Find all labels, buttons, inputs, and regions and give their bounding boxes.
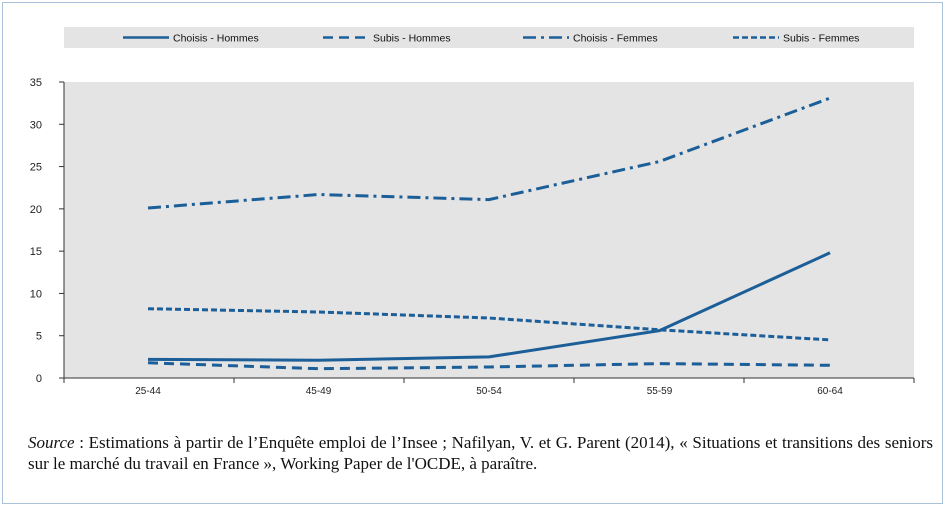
y-tick-label: 10 [30,288,42,300]
line-chart: Choisis - Hommes Subis - Hommes Choisis - … [30,27,915,397]
legend-label-subis-hommes: Subis - Hommes [373,33,451,45]
series-layer [147,96,831,371]
legend-label-choisis-femmes: Choisis - Femmes [573,33,658,45]
plot-area [64,82,914,378]
series-line-subis-femmes [147,307,831,342]
series-line-choisis-hommes [147,251,831,362]
series-line-subis-hommes [147,361,831,371]
x-tick-label: 45-49 [306,386,332,397]
x-axis: 25-44 45-49 50-54 55-59 60-64 [63,377,915,397]
source-note: Source : Estimations à partir de l’Enquê… [28,432,933,474]
series-line-choisis-femmes [147,96,831,210]
x-tick-label: 60-64 [817,386,843,397]
y-tick-label: 30 [30,119,42,131]
legend-label-choisis-hommes: Choisis - Hommes [173,33,259,45]
x-tick-label: 50-54 [476,386,502,397]
chart-legend: Choisis - Hommes Subis - Hommes Choisis - … [123,33,859,45]
x-tick-label: 25-44 [135,386,161,397]
y-axis: 0 5 10 15 20 25 30 35 [30,77,65,385]
y-tick-label: 20 [30,204,42,216]
legend-band [64,27,914,48]
legend-label-subis-femmes: Subis - Femmes [783,33,859,45]
y-tick-label: 0 [36,373,42,385]
source-text: : Estimations à partir de l’Enquête empl… [28,433,933,473]
source-label: Source [28,433,75,452]
y-tick-label: 35 [30,77,42,89]
x-tick-label: 55-59 [647,386,673,397]
y-tick-label: 25 [30,162,42,174]
y-tick-label: 15 [30,246,42,258]
y-tick-label: 5 [36,331,42,343]
